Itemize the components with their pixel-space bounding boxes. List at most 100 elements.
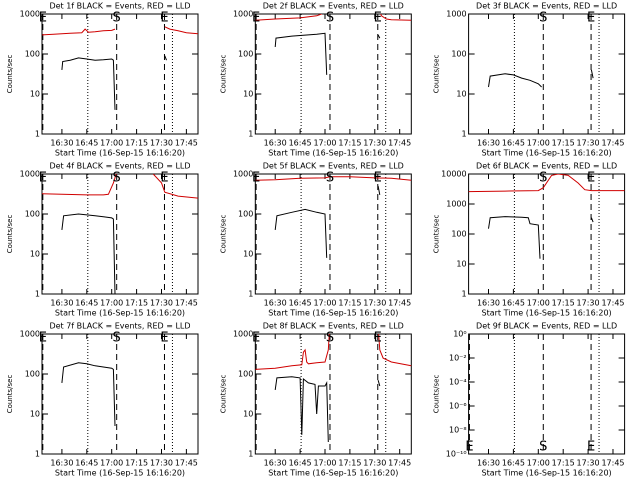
marker-label: E bbox=[252, 171, 260, 186]
x-tick-label: 16:45 bbox=[289, 459, 312, 468]
x-tick-label: 17:45 bbox=[388, 299, 411, 308]
y-tick-label: 10 bbox=[243, 250, 253, 259]
marker-label: E bbox=[39, 171, 47, 186]
marker-label: E bbox=[587, 440, 595, 455]
y-tick-label: 1 bbox=[248, 290, 253, 299]
x-tick-label: 16:30 bbox=[264, 299, 287, 308]
x-axis-label: Start Time (16-Sep-15 16:16:20) bbox=[268, 149, 398, 158]
x-tick-label: 17:30 bbox=[150, 139, 173, 148]
y-tick-label: 100 bbox=[238, 210, 253, 219]
x-tick-label: 16:45 bbox=[75, 299, 98, 308]
plot-area bbox=[255, 174, 412, 294]
y-tick-label: 1 bbox=[35, 450, 40, 459]
marker-label: E bbox=[39, 11, 47, 26]
panel-title: Det 9f BLACK = Events, RED = LLD bbox=[476, 322, 617, 331]
series-line bbox=[274, 376, 381, 443]
x-tick-label: 16:30 bbox=[264, 139, 287, 148]
y-tick-label: 1000 bbox=[20, 330, 40, 339]
marker-label: E bbox=[465, 440, 473, 455]
x-tick-label: 17:00 bbox=[313, 139, 336, 148]
y-tick-label: 10⁻⁶ bbox=[449, 402, 467, 411]
plot-frame bbox=[41, 173, 199, 295]
x-tick-label: 16:30 bbox=[477, 139, 500, 148]
x-tick-label: 17:45 bbox=[601, 299, 624, 308]
marker-label: E bbox=[252, 331, 260, 346]
x-tick-label: 17:30 bbox=[577, 459, 600, 468]
x-tick-label: 17:15 bbox=[338, 299, 361, 308]
x-tick-label: 17:15 bbox=[125, 299, 148, 308]
x-axis-label: Start Time (16-Sep-15 16:16:20) bbox=[55, 309, 185, 318]
x-axis-label: Start Time (16-Sep-15 16:16:20) bbox=[268, 309, 398, 318]
marker-label: E bbox=[374, 331, 382, 346]
marker-label: E bbox=[252, 11, 260, 26]
series-line bbox=[61, 213, 116, 294]
x-axis-label: Start Time (16-Sep-15 16:16:20) bbox=[482, 149, 612, 158]
plot-frame bbox=[41, 333, 199, 455]
series-line bbox=[42, 174, 198, 199]
y-tick-label: 10 bbox=[243, 410, 253, 419]
y-axis-label: Counts/sec bbox=[219, 55, 227, 94]
plot-frame bbox=[41, 13, 199, 135]
y-axis-label: Counts/sec bbox=[219, 375, 227, 414]
x-tick-label: 17:45 bbox=[388, 139, 411, 148]
x-tick-label: 17:15 bbox=[338, 139, 361, 148]
panel-title: Det 5f BLACK = Events, RED = LLD bbox=[263, 162, 404, 171]
x-tick-label: 17:45 bbox=[388, 459, 411, 468]
panel-title: Det 4f BLACK = Events, RED = LLD bbox=[49, 162, 190, 171]
x-tick-label: 16:30 bbox=[50, 139, 73, 148]
y-tick-label: 10⁻¹⁰ bbox=[446, 450, 467, 459]
x-tick-label: 16:45 bbox=[75, 139, 98, 148]
x-tick-label: 17:00 bbox=[313, 299, 336, 308]
y-tick-label: 100 bbox=[451, 50, 466, 59]
marker-label: E bbox=[374, 171, 382, 186]
marker-label: E bbox=[587, 171, 595, 186]
x-tick-label: 17:15 bbox=[552, 459, 575, 468]
series-line bbox=[468, 174, 625, 193]
x-tick-label: 17:00 bbox=[100, 459, 123, 468]
y-axis-label: Counts/sec bbox=[433, 55, 441, 94]
plot-frame bbox=[468, 173, 626, 295]
y-tick-label: 1 bbox=[248, 130, 253, 139]
y-axis-label: Counts/sec bbox=[433, 215, 441, 254]
x-tick-label: 17:30 bbox=[150, 299, 173, 308]
series-line bbox=[255, 176, 412, 181]
marker-label: S bbox=[113, 11, 121, 26]
x-tick-label: 16:45 bbox=[75, 459, 98, 468]
plot-frame bbox=[254, 173, 412, 295]
plot-area bbox=[42, 174, 198, 294]
plot-frame bbox=[468, 333, 626, 455]
x-tick-label: 17:00 bbox=[100, 139, 123, 148]
y-axis-label: Counts/sec bbox=[6, 55, 14, 94]
y-tick-label: 1000 bbox=[446, 10, 466, 19]
x-tick-label: 16:45 bbox=[289, 139, 312, 148]
plot-area bbox=[488, 14, 600, 134]
y-tick-label: 1000 bbox=[446, 200, 466, 209]
marker-label: E bbox=[160, 171, 168, 186]
y-axis-label: Counts/sec bbox=[433, 375, 441, 414]
y-tick-label: 1000 bbox=[233, 10, 253, 19]
x-axis-label: Start Time (16-Sep-15 16:16:20) bbox=[55, 149, 185, 158]
x-tick-label: 16:45 bbox=[502, 299, 525, 308]
y-tick-label: 10000 bbox=[441, 170, 466, 179]
series-line bbox=[488, 69, 594, 88]
panel-title: Det 6f BLACK = Events, RED = LLD bbox=[476, 162, 617, 171]
y-tick-label: 100 bbox=[238, 370, 253, 379]
x-axis-label: Start Time (16-Sep-15 16:16:20) bbox=[55, 469, 185, 478]
x-tick-label: 17:15 bbox=[125, 459, 148, 468]
x-tick-label: 16:45 bbox=[502, 139, 525, 148]
marker-label: S bbox=[326, 11, 334, 26]
marker-label: S bbox=[539, 171, 547, 186]
panel-title: Det 2f BLACK = Events, RED = LLD bbox=[263, 2, 404, 11]
y-axis-label: Counts/sec bbox=[6, 215, 14, 254]
marker-label: E bbox=[39, 331, 47, 346]
series-line bbox=[42, 26, 198, 36]
panel-title: Det 7f BLACK = Events, RED = LLD bbox=[49, 322, 190, 331]
x-axis-label: Start Time (16-Sep-15 16:16:20) bbox=[268, 469, 398, 478]
y-axis-label: Counts/sec bbox=[6, 375, 14, 414]
y-tick-label: 1000 bbox=[20, 170, 40, 179]
y-tick-label: 1000 bbox=[233, 170, 253, 179]
y-tick-label: 100 bbox=[25, 370, 40, 379]
x-tick-label: 16:30 bbox=[264, 459, 287, 468]
y-tick-label: 1 bbox=[462, 290, 467, 299]
